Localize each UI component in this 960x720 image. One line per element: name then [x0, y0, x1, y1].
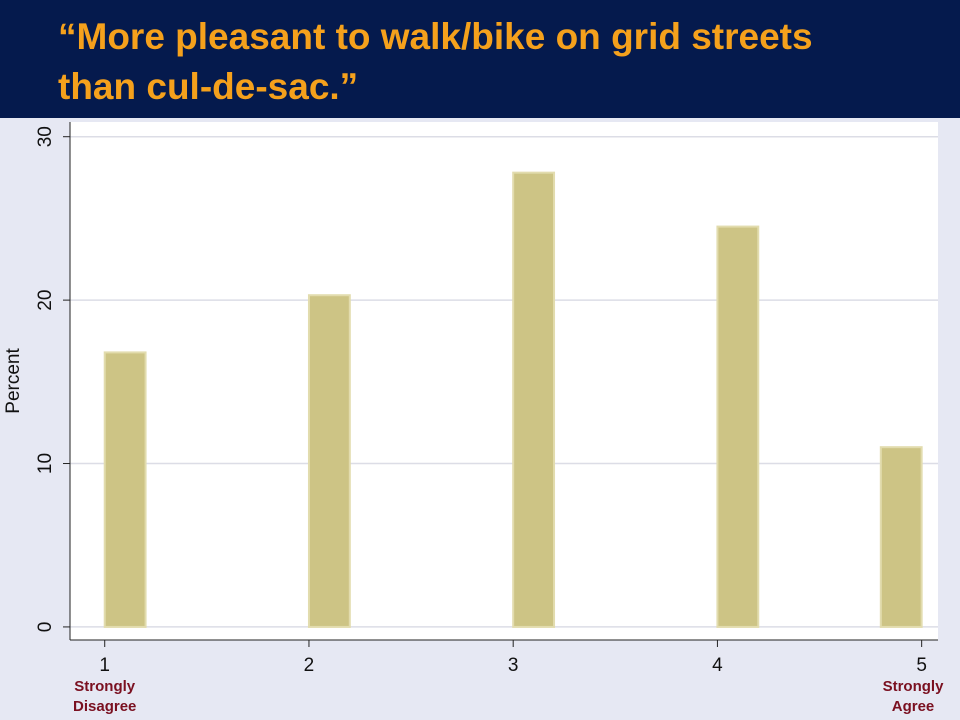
y-axis-label: Percent	[3, 348, 24, 414]
annotation: Strongly Disagree	[73, 678, 137, 715]
plot-area	[70, 122, 938, 640]
bar	[512, 171, 556, 628]
y-tick-label: 0	[35, 622, 56, 633]
annotation: Strongly Agree	[882, 678, 944, 715]
x-tick-label: 1	[99, 655, 110, 676]
title-band	[0, 0, 960, 118]
x-tick-label: 3	[508, 655, 519, 676]
y-tick-label: 20	[35, 290, 56, 311]
y-tick-label: 30	[35, 126, 56, 147]
bar	[103, 351, 147, 628]
x-tick-label: 5	[916, 655, 927, 676]
x-tick-label: 4	[712, 655, 723, 676]
y-tick-label: 10	[35, 453, 56, 474]
chart-title: “More pleasant to walk/bike on grid stre…	[58, 16, 813, 107]
bar	[307, 294, 351, 628]
x-tick-label: 2	[304, 655, 315, 676]
bar	[716, 225, 760, 628]
bar	[879, 446, 923, 628]
